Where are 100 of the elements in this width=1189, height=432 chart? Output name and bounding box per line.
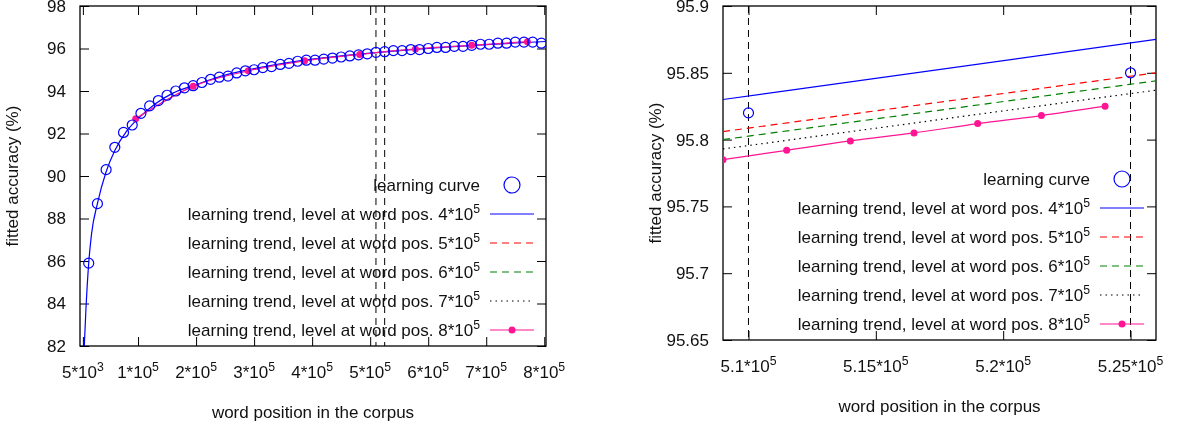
legend-label: learning trend, level at word pos. 6*10$^{5}$ xyxy=(187,260,481,282)
point xyxy=(283,57,295,69)
point xyxy=(335,51,347,63)
x-tick-label: 1*10$^{5}$ xyxy=(117,360,160,382)
point xyxy=(248,64,260,76)
y-tick-label: 95.85 xyxy=(666,63,709,83)
point xyxy=(974,120,982,128)
point xyxy=(257,62,269,74)
point xyxy=(361,48,373,60)
point xyxy=(100,164,112,176)
point xyxy=(910,129,918,137)
point xyxy=(405,43,417,56)
point xyxy=(518,36,530,48)
point xyxy=(326,52,339,64)
point xyxy=(509,36,521,48)
point xyxy=(396,45,408,57)
x-tick-label: 5*10$^{3}$ xyxy=(62,360,104,382)
legend-label: learning curve xyxy=(373,176,480,195)
point xyxy=(344,50,356,62)
y-tick-label: 82 xyxy=(47,336,66,356)
point xyxy=(83,257,95,269)
point xyxy=(783,146,791,154)
point xyxy=(500,37,513,49)
y-tick-label: 84 xyxy=(47,294,66,314)
legend-label: learning trend, level at word pos. 7*10$^{5}$ xyxy=(797,283,1091,305)
point xyxy=(492,37,504,49)
point xyxy=(457,40,469,52)
point xyxy=(152,94,164,107)
legend-label: learning trend, level at word pos. 8*10$^{5}$ xyxy=(797,312,1091,334)
legend-label: learning trend, level at word pos. 8*10$^{5}$ xyxy=(187,318,481,340)
point xyxy=(379,46,391,58)
point xyxy=(527,36,539,48)
legend-label: learning trend, level at word pos. 4*10$^{5}$ xyxy=(187,202,481,224)
point xyxy=(204,73,217,85)
point xyxy=(239,65,251,77)
x-tick-label: 6*10$^{5}$ xyxy=(407,360,450,382)
point xyxy=(231,67,243,79)
point xyxy=(196,76,208,89)
point xyxy=(1124,67,1137,79)
y-tick-label: 88 xyxy=(47,209,66,229)
point xyxy=(474,38,487,50)
point xyxy=(126,119,138,131)
point xyxy=(170,85,182,97)
y-tick-label: 90 xyxy=(47,166,66,186)
x-axis-title: word position in the corpus xyxy=(837,397,1041,416)
point xyxy=(356,50,364,58)
point xyxy=(483,38,495,50)
point xyxy=(846,137,854,145)
y-tick-label: 95.9 xyxy=(675,0,709,16)
x-tick-label: 4*10$^{5}$ xyxy=(291,360,334,382)
x-tick-label: 5*10$^{5}$ xyxy=(349,360,392,382)
x-tick-label: 5.2*10$^{5}$ xyxy=(975,354,1032,376)
point xyxy=(1101,102,1109,110)
point xyxy=(265,60,278,73)
x-axis-title: word position in the corpus xyxy=(210,403,415,422)
y-tick-label: 94 xyxy=(47,81,66,101)
point xyxy=(422,42,434,55)
legend-label: learning trend, level at word pos. 7*10$^{5}$ xyxy=(187,289,481,311)
point xyxy=(91,198,104,210)
point xyxy=(370,46,382,58)
x-tick-label: 5.25*10$^{5}$ xyxy=(1097,354,1164,376)
x-tick-label: 8*10$^{5}$ xyxy=(523,360,566,382)
point xyxy=(117,126,130,139)
y-tick-label: 98 xyxy=(47,0,66,16)
legend-label: learning trend, level at word pos. 5*10$^{5}$ xyxy=(187,231,481,253)
point xyxy=(318,53,330,65)
point xyxy=(387,45,399,57)
y-tick-label: 95.65 xyxy=(666,330,709,350)
legend-label: learning trend, level at word pos. 5*10$^{5}$ xyxy=(797,225,1091,247)
point xyxy=(440,41,452,54)
y-axis-title: fitted accuracy (%) xyxy=(3,105,22,247)
legend-label: learning trend, level at word pos. 6*10$^{5}$ xyxy=(797,254,1091,276)
y-tick-label: 95.7 xyxy=(675,264,709,284)
point xyxy=(309,54,321,66)
y-tick-label: 95.8 xyxy=(675,130,709,150)
point xyxy=(1037,112,1045,120)
y-tick-label: 86 xyxy=(47,251,66,271)
legend-label: learning trend, level at word pos. 4*10$^{5}$ xyxy=(797,196,1091,218)
x-tick-label: 5.15*10$^{5}$ xyxy=(843,354,909,376)
point xyxy=(742,107,755,119)
point xyxy=(292,55,304,67)
point xyxy=(274,58,286,71)
x-tick-label: 2*10$^{5}$ xyxy=(175,360,218,382)
point xyxy=(161,89,173,101)
point xyxy=(431,41,443,54)
x-tick-label: 5.1*10$^{5}$ xyxy=(720,354,777,376)
y-tick-label: 95.75 xyxy=(666,197,709,217)
legend-label: learning curve xyxy=(983,170,1090,189)
y-tick-label: 92 xyxy=(47,124,66,144)
y-tick-label: 96 xyxy=(47,39,66,59)
point xyxy=(413,43,426,56)
point xyxy=(213,71,225,83)
point xyxy=(144,100,156,112)
x-tick-label: 3*10$^{5}$ xyxy=(233,360,276,382)
point xyxy=(109,141,121,153)
point xyxy=(535,37,546,49)
point xyxy=(448,40,460,52)
x-tick-label: 7*10$^{5}$ xyxy=(465,360,508,382)
point xyxy=(178,82,191,94)
point xyxy=(222,70,234,82)
